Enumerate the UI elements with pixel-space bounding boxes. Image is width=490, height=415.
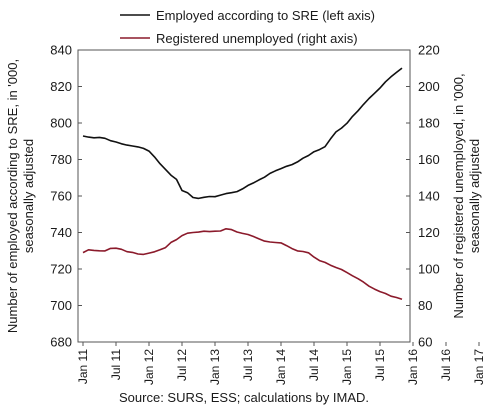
plot-frame xyxy=(77,49,411,343)
y-right-tick-label: 180 xyxy=(418,116,440,131)
x-tick-label: Jan 14 xyxy=(274,349,288,385)
y-left-tick-label: 680 xyxy=(50,335,72,350)
x-tick-label: Jul 16 xyxy=(439,349,453,381)
x-tick-label: Jan 15 xyxy=(340,349,354,385)
series-layer xyxy=(82,67,403,301)
y-right-tick-label: 140 xyxy=(418,189,440,204)
legend-label-employed: Employed according to SRE (left axis) xyxy=(156,8,375,23)
y-right-tick-label: 80 xyxy=(418,298,432,313)
y-left-tick-label: 820 xyxy=(50,79,72,94)
y-right-ticks: 60 80 100 120 140 160 180 200 220 xyxy=(406,43,440,350)
y-left-ticks: 680 700 720 740 760 780 800 820 840 xyxy=(50,43,82,350)
y-right-title-line2: seasonally adjusted xyxy=(467,139,482,253)
legend-label-unemployed: Registered unemployed (right axis) xyxy=(156,31,358,46)
x-tick-label: Jan 13 xyxy=(208,349,222,385)
y-left-tick-label: 720 xyxy=(50,262,72,277)
y-left-tick-label: 800 xyxy=(50,116,72,131)
y-right-title-line1: Number of registered unemployed, in '000… xyxy=(451,73,466,318)
y-left-tick-label: 740 xyxy=(50,225,72,240)
x-tick-label: Jul 11 xyxy=(109,349,123,380)
x-tick-label: Jan 16 xyxy=(406,349,420,385)
x-tick-label: Jul 13 xyxy=(241,349,255,381)
x-axis-ticks: Jan 11 Jul 11 Jan 12 Jul 12 Jan 13 Jul 13 Jan … xyxy=(76,342,486,385)
y-left-tick-label: 760 xyxy=(50,189,72,204)
x-tick-label: Jan 11 xyxy=(76,349,90,384)
y-right-tick-label: 100 xyxy=(418,262,440,277)
source-note: Source: SURS, ESS; calculations by IMAD. xyxy=(119,390,369,405)
series-line-employed xyxy=(82,67,403,200)
x-tick-label: Jan 17 xyxy=(472,349,486,385)
y-right-tick-label: 60 xyxy=(418,335,432,350)
series-line-unemployed xyxy=(82,228,403,301)
y-left-title-line1: Number of employed according to SRE, in … xyxy=(5,59,20,333)
x-tick-label: Jul 12 xyxy=(175,349,189,381)
y-right-tick-label: 220 xyxy=(418,43,440,58)
y-left-title-line2: seasonally adjusted xyxy=(21,139,36,253)
y-left-tick-label: 700 xyxy=(50,298,72,313)
y-left-tick-label: 780 xyxy=(50,152,72,167)
x-tick-label: Jan 12 xyxy=(142,349,156,385)
y-right-tick-label: 160 xyxy=(418,152,440,167)
y-right-tick-label: 120 xyxy=(418,225,440,240)
y-right-tick-label: 200 xyxy=(418,79,440,94)
x-tick-label: Jul 15 xyxy=(373,349,387,381)
legend: Employed according to SRE (left axis) Re… xyxy=(120,8,375,46)
y-left-tick-label: 840 xyxy=(50,43,72,58)
x-tick-label: Jul 14 xyxy=(307,349,321,381)
